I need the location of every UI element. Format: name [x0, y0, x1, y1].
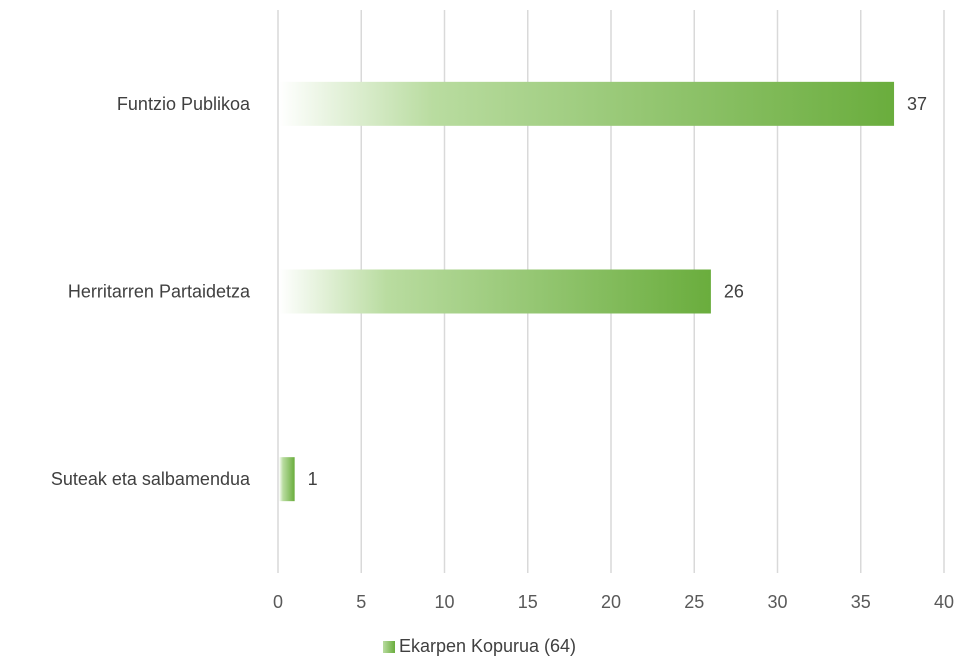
legend: Ekarpen Kopurua (64)	[0, 636, 959, 657]
x-tick-label: 15	[518, 592, 538, 612]
x-tick-label: 5	[356, 592, 366, 612]
legend-label: Ekarpen Kopurua (64)	[398, 636, 577, 656]
x-tick-label: 35	[851, 592, 871, 612]
category-labels: Funtzio Publikoa Herritarren Partaidetza S…	[51, 94, 251, 489]
category-label: Funtzio Publikoa	[117, 94, 251, 114]
legend-swatch	[382, 641, 395, 653]
bar	[279, 457, 295, 502]
data-label: 37	[907, 94, 927, 114]
bars	[279, 81, 895, 502]
x-tick-label: 0	[273, 592, 283, 612]
x-tick-label: 40	[934, 592, 954, 612]
data-label: 1	[308, 469, 318, 489]
category-label: Herritarren Partaidetza	[68, 282, 251, 302]
x-axis-tick-labels: 0 5 10 15 20 25 30 35 40	[273, 592, 954, 612]
data-label: 26	[724, 282, 744, 302]
x-tick-label: 10	[434, 592, 454, 612]
data-labels: 37 26 1	[308, 94, 927, 489]
category-label: Suteak eta salbamendua	[51, 469, 251, 489]
x-tick-label: 30	[767, 592, 787, 612]
bar	[279, 269, 711, 314]
x-tick-label: 25	[684, 592, 704, 612]
bar	[279, 81, 895, 126]
x-tick-label: 20	[601, 592, 621, 612]
